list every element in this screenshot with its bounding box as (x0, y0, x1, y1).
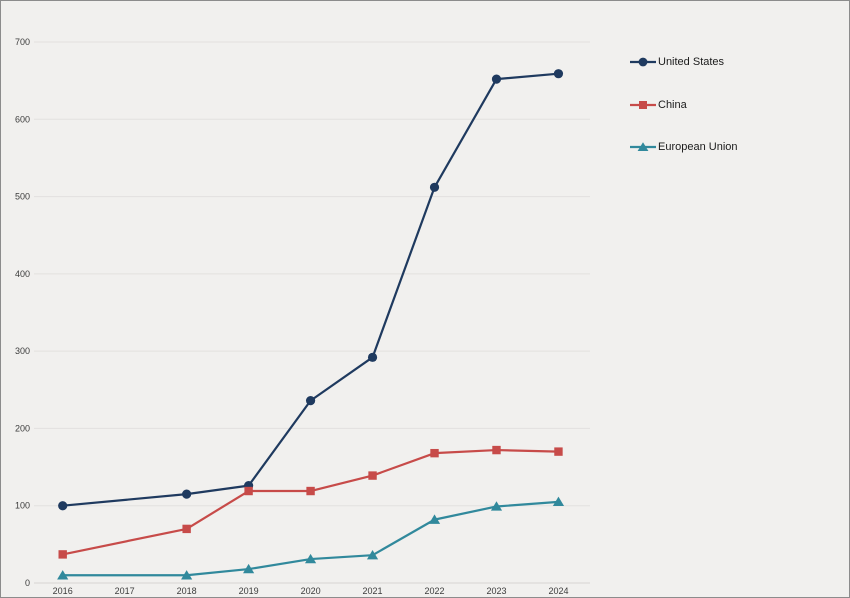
x-tick-label: 2024 (548, 586, 568, 596)
triangle-legend-marker-icon (630, 142, 656, 151)
legend-label: China (658, 99, 687, 111)
data-point-marker (182, 489, 192, 499)
data-point-marker (243, 563, 255, 574)
data-point-marker (181, 570, 193, 580)
data-point-marker (492, 445, 501, 455)
x-tick-label: 2017 (115, 586, 135, 596)
data-point-marker (368, 471, 377, 480)
square-legend-marker-icon (630, 101, 656, 109)
data-point-marker (306, 486, 315, 496)
x-tick-label: 2022 (425, 586, 445, 596)
x-tick-label: 2018 (177, 586, 197, 596)
y-tick-label: 300 (15, 346, 30, 356)
x-tick-label: 2021 (363, 586, 383, 596)
data-point-marker (553, 69, 564, 79)
data-point-marker (428, 514, 441, 524)
y-tick-label: 600 (15, 114, 30, 124)
legend-item-european-union: European Union (630, 140, 738, 154)
data-point-marker (244, 486, 253, 496)
data-point-marker (58, 501, 68, 511)
data-point-marker (305, 396, 316, 406)
series-european-union-line (61, 500, 560, 577)
data-point-marker (57, 570, 69, 580)
data-point-marker (304, 553, 317, 564)
y-tick-label: 400 (15, 269, 30, 279)
x-tick-label: 2020 (301, 586, 321, 596)
data-point-marker (367, 352, 378, 362)
series-china-line (61, 448, 560, 556)
x-tick-label: 2019 (239, 586, 259, 596)
data-point-marker (554, 447, 563, 456)
legend-item-united-states: United States (630, 55, 724, 69)
data-point-marker (490, 501, 503, 511)
x-tick-label: 2016 (53, 586, 73, 596)
legend-item-china: China (630, 98, 687, 112)
series-united-states (58, 69, 564, 511)
data-point-marker (58, 550, 67, 559)
data-point-marker (491, 74, 502, 84)
data-point-marker (182, 524, 191, 534)
series-china (58, 445, 563, 559)
y-tick-label: 700 (15, 37, 30, 47)
y-tick-label: 500 (15, 192, 30, 202)
legend-label: European Union (658, 141, 738, 153)
data-point-marker (429, 182, 440, 192)
data-point-marker (430, 448, 439, 458)
circle-legend-marker-icon (630, 57, 656, 67)
series-united-states-line (61, 72, 560, 507)
data-point-marker (366, 549, 379, 560)
legend-label: United States (658, 56, 725, 68)
y-tick-label: 200 (15, 423, 30, 433)
data-point-marker (552, 496, 565, 507)
x-tick-label: 2023 (486, 586, 506, 596)
y-tick-label: 0 (25, 578, 30, 588)
series-european-union (57, 496, 565, 580)
y-tick-label: 100 (15, 501, 30, 511)
